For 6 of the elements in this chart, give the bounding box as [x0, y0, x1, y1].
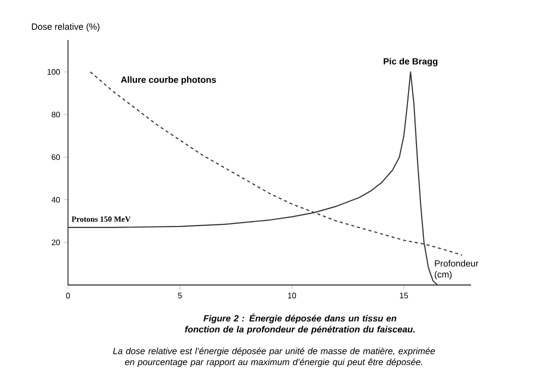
- text: La dose relative est l’énergie déposée par unité de masse de matière, exprimée en pourcentage par rapport au maximum d’énergie qui peut être déposée.: [113, 348, 435, 367]
- text: Figure 2 : Énergie déposée dans un tissu en fonction de la profondeur de pénétration du faisceau.: [185, 314, 415, 334]
- annotation: Pic de Bragg: [384, 58, 438, 66]
- x-axis-title: Profondeur (cm): [434, 260, 478, 280]
- series-label: Allure courbe photons: [120, 76, 216, 85]
- y-axis-title: Dose relative (%): [32, 23, 100, 32]
